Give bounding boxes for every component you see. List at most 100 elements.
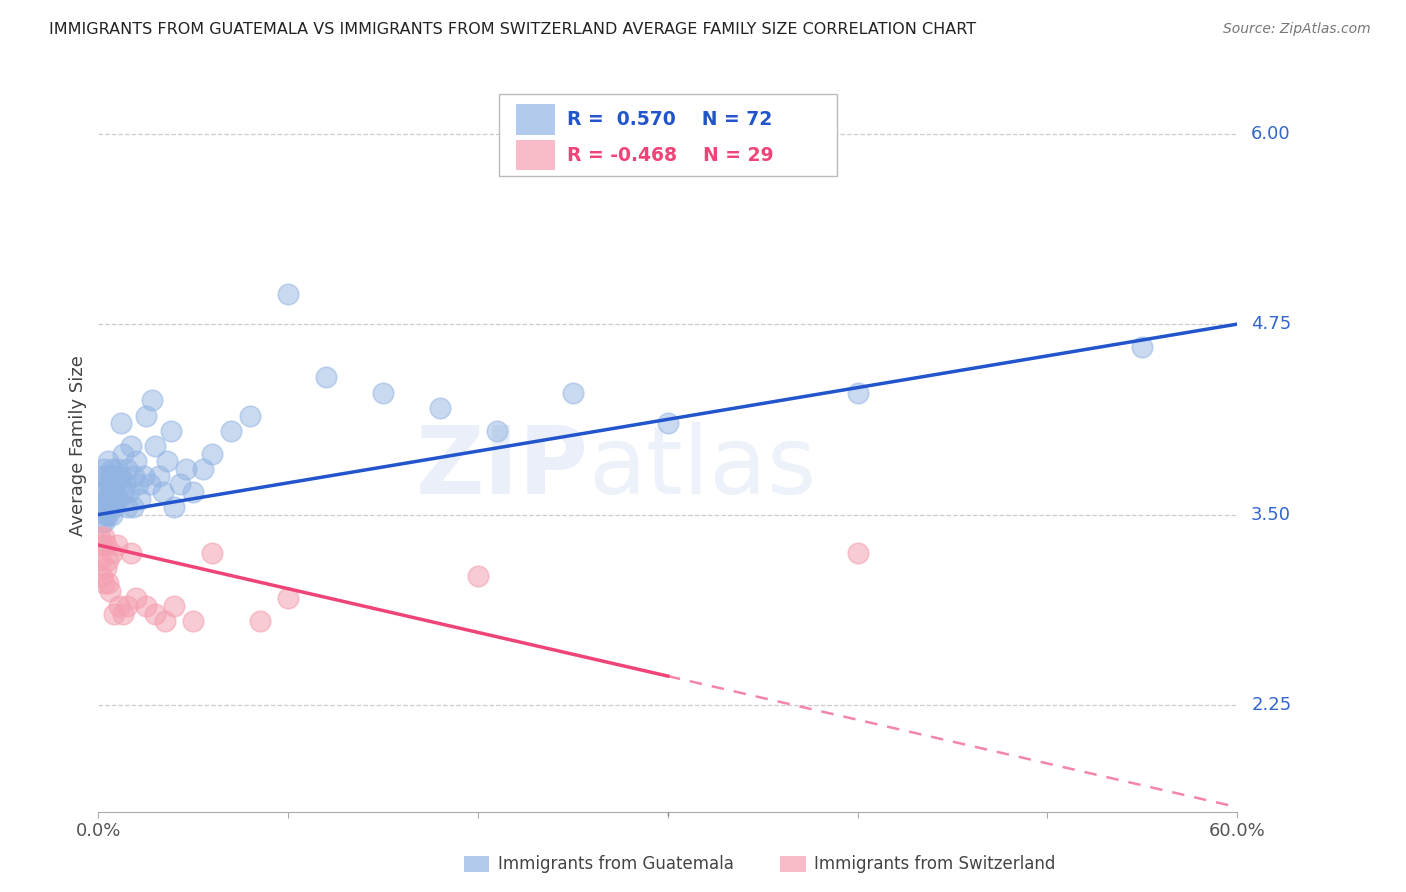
Point	[89, 553, 111, 567]
Point	[132, 469, 155, 483]
Point	[97, 454, 120, 468]
Point	[97, 576, 120, 591]
Point	[93, 500, 115, 514]
Point	[249, 614, 271, 628]
Point	[98, 469, 121, 483]
Point	[98, 500, 121, 514]
Point	[145, 607, 167, 621]
Point	[129, 492, 152, 507]
Point	[91, 500, 114, 514]
Point	[846, 385, 869, 400]
Point	[183, 614, 205, 628]
Point	[120, 546, 142, 560]
Point	[138, 477, 160, 491]
Point	[89, 484, 111, 499]
Point	[94, 492, 117, 507]
Point	[100, 477, 122, 491]
Point	[135, 409, 157, 423]
Text: 4.75: 4.75	[1251, 315, 1292, 333]
Point	[104, 477, 127, 491]
Text: 2.25: 2.25	[1251, 696, 1292, 714]
Point	[277, 286, 299, 301]
Text: Source: ZipAtlas.com: Source: ZipAtlas.com	[1223, 22, 1371, 37]
Point	[277, 591, 299, 606]
Point	[657, 416, 679, 430]
Point	[169, 477, 191, 491]
Point	[152, 484, 174, 499]
Point	[100, 546, 122, 560]
Point	[371, 385, 394, 400]
Point	[1132, 340, 1154, 354]
Point	[103, 484, 125, 499]
Point	[114, 477, 136, 491]
Point	[201, 546, 224, 560]
Point	[110, 416, 132, 430]
Point	[183, 484, 205, 499]
Point	[141, 393, 163, 408]
Point	[91, 568, 114, 582]
Point	[110, 469, 132, 483]
Point	[121, 500, 143, 514]
Point	[107, 492, 129, 507]
Point	[118, 484, 141, 499]
Point	[562, 385, 585, 400]
Point	[93, 576, 115, 591]
Point	[163, 500, 186, 514]
Point	[91, 469, 114, 483]
Point	[93, 484, 115, 499]
Point	[94, 538, 117, 552]
Point	[107, 538, 129, 552]
Point	[103, 500, 125, 514]
Point	[429, 401, 451, 415]
Point	[486, 424, 509, 438]
Point	[94, 469, 117, 483]
Point	[174, 462, 197, 476]
Text: atlas: atlas	[588, 422, 817, 514]
Point	[103, 607, 125, 621]
Point	[156, 454, 179, 468]
Text: ZIP: ZIP	[415, 422, 588, 514]
Point	[115, 500, 138, 514]
Point	[108, 492, 131, 507]
Point	[221, 424, 243, 438]
Point	[191, 462, 214, 476]
Point	[115, 462, 138, 476]
Text: IMMIGRANTS FROM GUATEMALA VS IMMIGRANTS FROM SWITZERLAND AVERAGE FAMILY SIZE COR: IMMIGRANTS FROM GUATEMALA VS IMMIGRANTS …	[49, 22, 976, 37]
Point	[108, 469, 131, 483]
Point	[112, 447, 135, 461]
Point	[100, 492, 122, 507]
Point	[93, 515, 115, 529]
Point	[100, 462, 122, 476]
Point	[97, 553, 120, 567]
Text: R = -0.468    N = 29: R = -0.468 N = 29	[567, 145, 773, 165]
Text: Immigrants from Guatemala: Immigrants from Guatemala	[498, 855, 734, 873]
Point	[846, 546, 869, 560]
Point	[163, 599, 186, 613]
Point	[159, 424, 181, 438]
Point	[107, 462, 129, 476]
Point	[120, 439, 142, 453]
Point	[145, 439, 167, 453]
Point	[97, 492, 120, 507]
Point	[124, 469, 146, 483]
Point	[135, 599, 157, 613]
Text: 6.00: 6.00	[1251, 125, 1291, 143]
Point	[103, 469, 125, 483]
Point	[201, 447, 224, 461]
Point	[125, 591, 148, 606]
Point	[108, 599, 131, 613]
Point	[97, 477, 120, 491]
Text: 3.50: 3.50	[1251, 506, 1291, 524]
Y-axis label: Average Family Size: Average Family Size	[69, 356, 87, 536]
Point	[93, 530, 115, 544]
Text: R =  0.570    N = 72: R = 0.570 N = 72	[567, 110, 772, 129]
Point	[98, 484, 121, 499]
Point	[115, 599, 138, 613]
Point	[125, 454, 148, 468]
Point	[104, 492, 127, 507]
Text: Immigrants from Switzerland: Immigrants from Switzerland	[814, 855, 1056, 873]
Point	[89, 530, 111, 544]
Point	[98, 583, 121, 598]
Point	[148, 469, 170, 483]
Point	[127, 477, 149, 491]
